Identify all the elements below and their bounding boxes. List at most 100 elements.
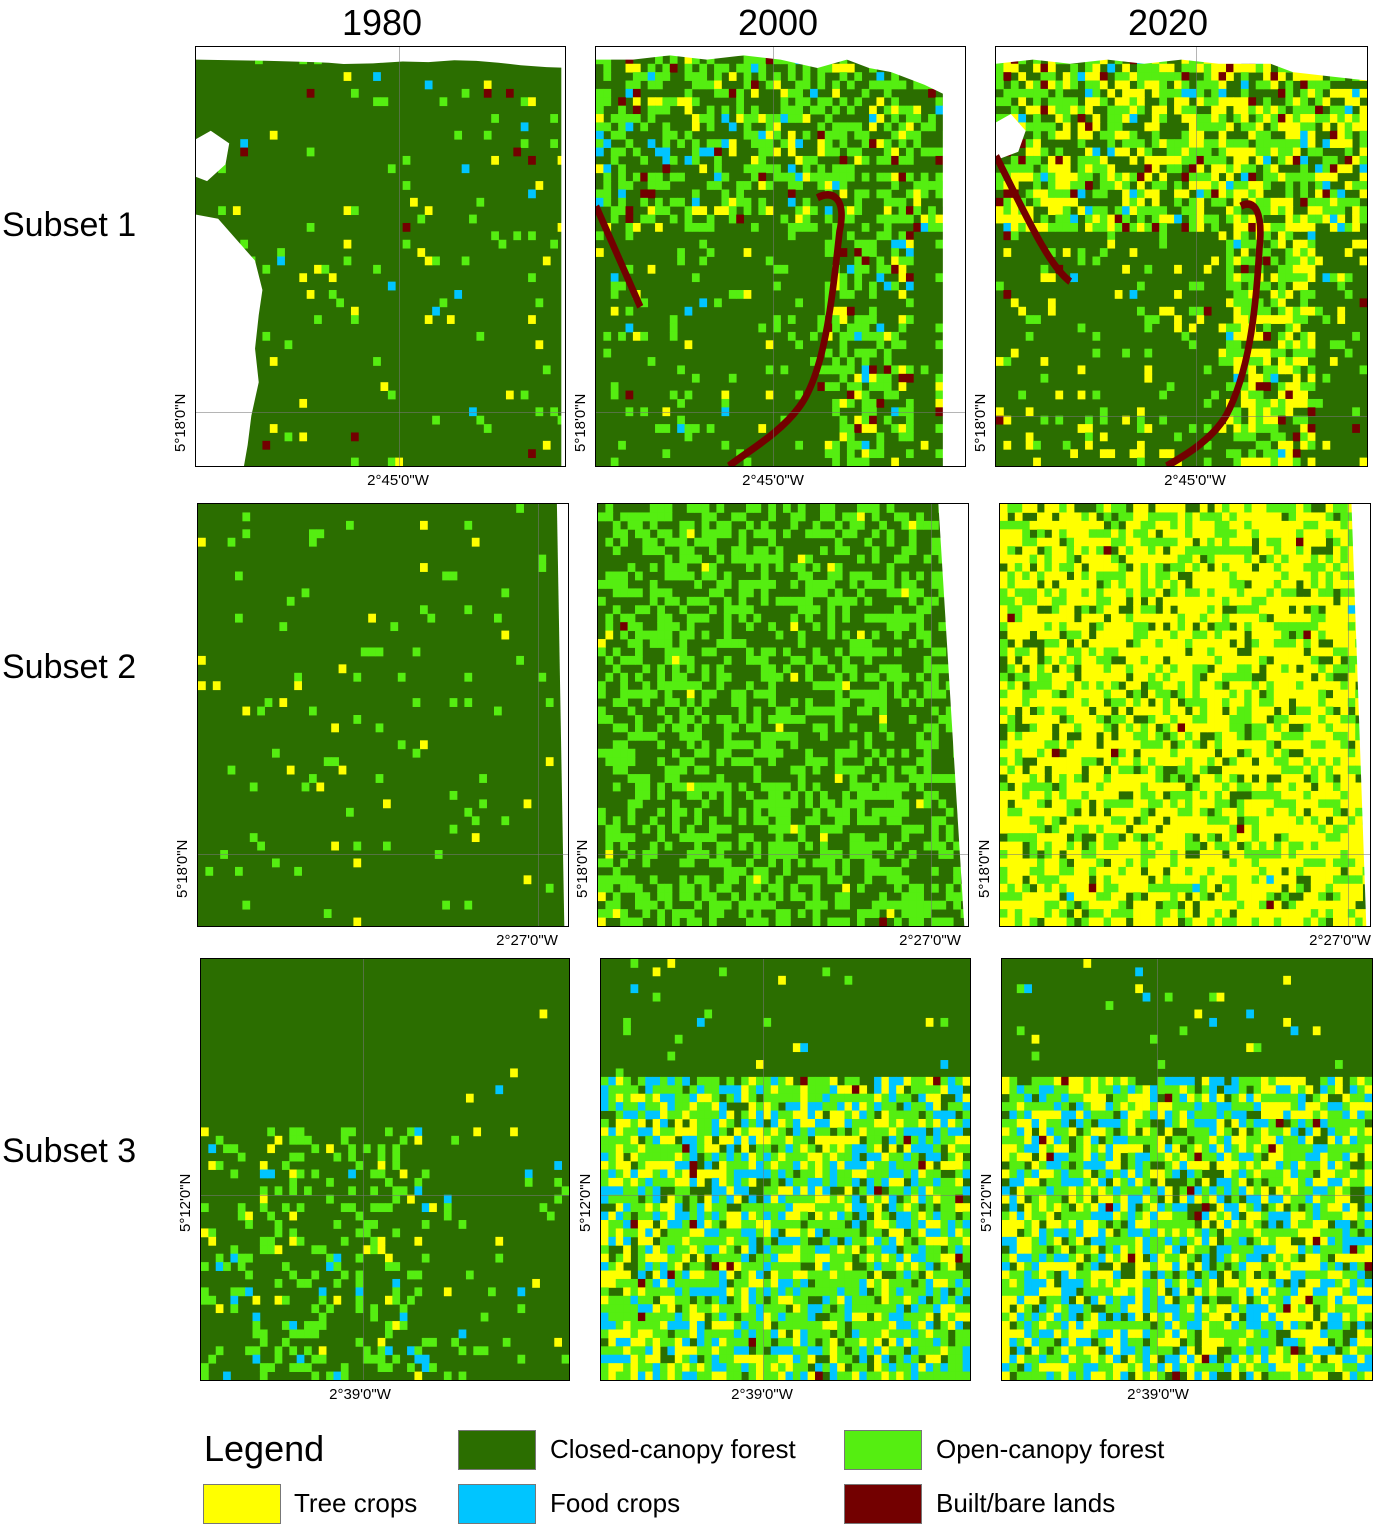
land-cover-cell (1181, 155, 1190, 165)
land-cover-cell (1199, 689, 1208, 699)
land-cover-cell (1285, 214, 1294, 224)
land-cover-cell (1340, 715, 1349, 724)
land-cover-cell (1266, 740, 1275, 750)
land-cover-cell (1125, 512, 1134, 522)
land-cover-cell (839, 281, 848, 291)
land-cover-cell (1263, 172, 1271, 182)
land-cover-cell (876, 340, 885, 350)
land-cover-cell (861, 315, 870, 324)
land-cover-cell (736, 214, 744, 224)
land-cover-cell (1359, 206, 1367, 216)
land-cover-cell (1059, 613, 1067, 623)
land-cover-cell (1240, 390, 1249, 400)
land-cover-cell (857, 765, 865, 775)
land-cover-cell (1007, 790, 1016, 800)
land-cover-cell (1322, 155, 1331, 165)
land-cover-cell (691, 80, 700, 90)
land-cover-cell (1181, 139, 1190, 148)
land-cover-cell (923, 655, 932, 665)
land-cover-cell (709, 892, 717, 902)
land-cover-cell (1088, 672, 1097, 682)
land-cover-cell (1174, 264, 1182, 274)
land-cover-cell (1092, 147, 1101, 157)
land-cover-cell (1133, 664, 1141, 674)
land-cover-cell (905, 147, 914, 157)
land-cover-cell (1310, 698, 1319, 707)
land-cover-cell (901, 833, 910, 843)
land-cover-cell (1122, 105, 1130, 115)
land-cover-cell (1000, 715, 1008, 724)
land-cover-cell (610, 382, 619, 391)
land-cover-cell (1344, 147, 1353, 157)
land-cover-cell (1107, 164, 1116, 174)
land-cover-cell (1199, 512, 1208, 522)
land-cover-cell (620, 630, 628, 640)
land-cover-cell (691, 55, 700, 65)
land-cover-cell (1140, 664, 1149, 674)
land-cover-cell (1222, 774, 1230, 783)
land-cover-cell (753, 900, 762, 910)
land-cover-cell (923, 664, 932, 674)
land-cover-cell (1325, 731, 1334, 741)
land-cover-cell (625, 55, 634, 65)
land-cover-cell (1196, 206, 1205, 216)
land-cover-cell (1207, 689, 1215, 699)
land-cover-cell (1273, 537, 1282, 547)
land-cover-cell (1177, 782, 1186, 792)
land-cover-cell (1059, 706, 1067, 716)
land-cover-cell (1196, 164, 1205, 174)
land-cover-cell (596, 114, 604, 123)
land-cover-cell (795, 181, 804, 190)
land-cover-cell (846, 172, 855, 182)
land-cover-cell (662, 63, 671, 73)
land-cover-cell (1088, 698, 1097, 707)
land-cover-cell (1333, 546, 1341, 556)
land-cover-cell (723, 790, 732, 800)
land-cover-cell (857, 554, 865, 564)
land-cover-cell (699, 147, 708, 157)
land-cover-cell (632, 72, 641, 81)
land-cover-cell (1096, 807, 1104, 817)
land-cover-cell (1196, 147, 1205, 157)
land-cover-cell (198, 537, 206, 547)
land-cover-cell (612, 698, 621, 707)
land-cover-cell (1266, 664, 1275, 674)
land-cover-cell (1000, 613, 1008, 623)
land-cover-cell (1277, 197, 1286, 207)
land-cover-cell (1277, 281, 1286, 291)
land-cover-cell (686, 858, 695, 868)
land-cover-cell (1074, 579, 1082, 589)
land-cover-cell (1162, 807, 1171, 817)
land-cover-cell (1111, 571, 1119, 581)
land-cover-cell (1315, 105, 1323, 115)
land-cover-cell (603, 189, 612, 199)
land-cover-cell (1229, 681, 1238, 691)
land-cover-cell (1185, 554, 1193, 564)
land-cover-cell (1273, 546, 1282, 556)
land-cover-cell (1251, 807, 1260, 817)
land-cover-cell (1325, 774, 1334, 783)
land-cover-cell (1029, 723, 1038, 733)
land-cover-cell (1285, 97, 1294, 107)
land-cover-cell (1022, 807, 1030, 817)
land-cover-cell (901, 875, 910, 885)
land-cover-cell (832, 440, 840, 450)
land-cover-cell (679, 546, 688, 556)
land-cover-cell (871, 613, 880, 623)
land-cover-cell (1133, 537, 1141, 547)
land-cover-cell (1103, 563, 1112, 572)
land-cover-cell (1170, 546, 1178, 556)
land-cover-cell (787, 164, 796, 174)
land-cover-cell (1296, 563, 1304, 572)
land-cover-cell (775, 824, 784, 834)
land-cover-cell (1266, 790, 1275, 800)
land-cover-cell (1251, 520, 1260, 530)
land-cover-cell (768, 858, 776, 868)
land-cover-cell (775, 841, 784, 851)
land-cover-cell (1226, 256, 1234, 266)
land-cover-cell (931, 883, 939, 893)
land-cover-cell (1174, 189, 1182, 199)
land-cover-cell (1029, 774, 1038, 783)
land-cover-cell (832, 457, 840, 466)
land-cover-cell (1022, 546, 1030, 556)
